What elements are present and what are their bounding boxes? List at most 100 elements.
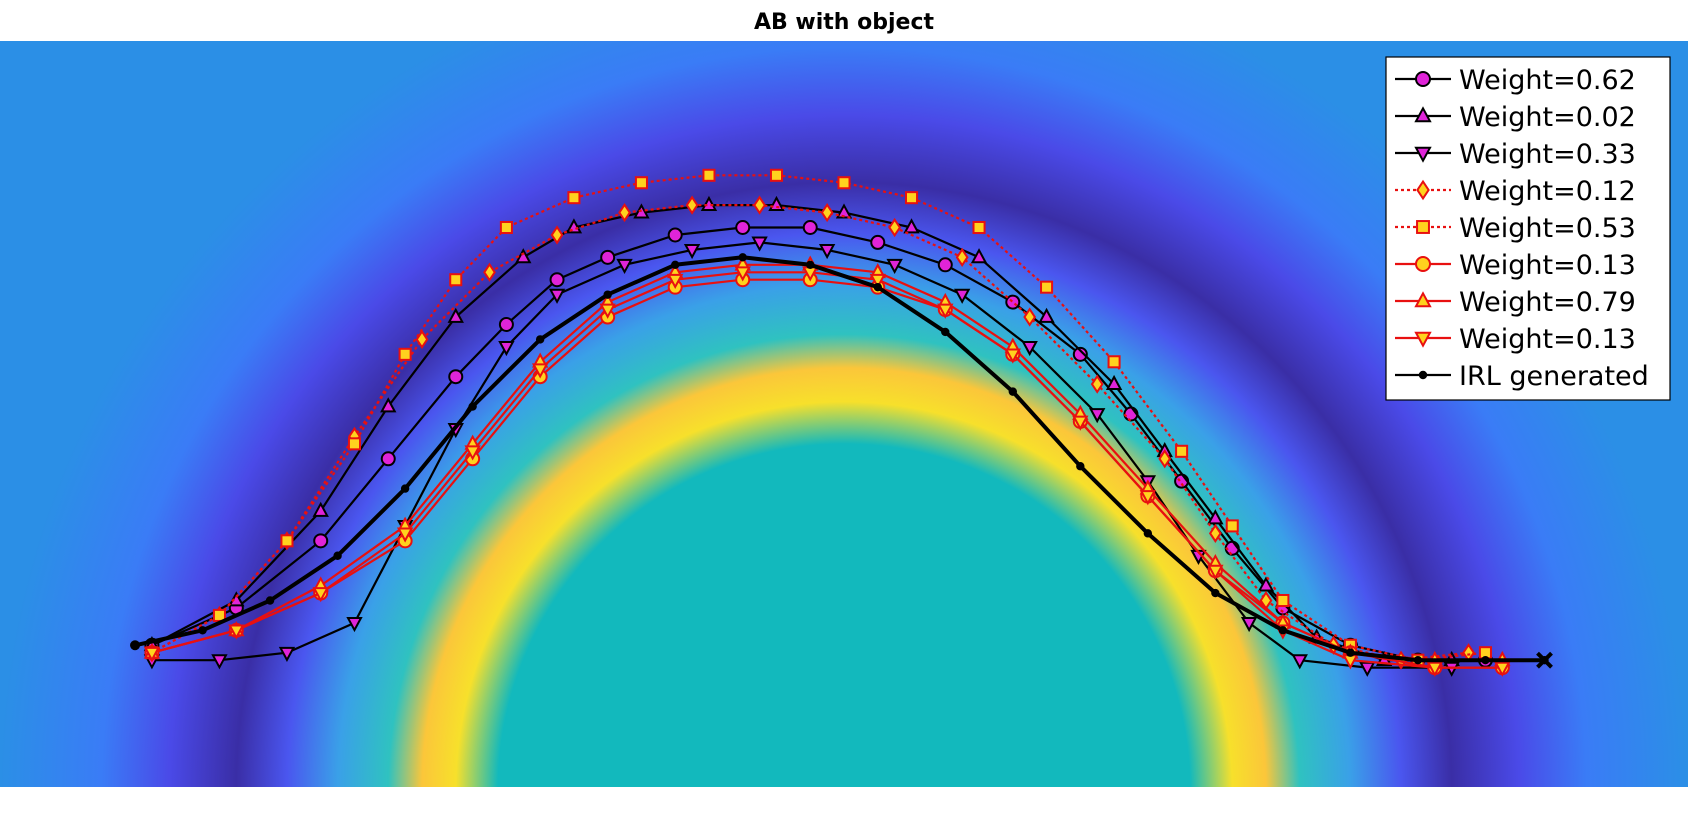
- data-point: [1021, 340, 1038, 357]
- series-line: [151, 204, 1469, 662]
- data-point: [683, 244, 701, 260]
- data-point: [498, 316, 514, 332]
- legend-marker: [1416, 220, 1430, 234]
- data-point: [1211, 588, 1220, 598]
- legend-item: Weight=0.13: [1395, 324, 1636, 355]
- data-point: [1291, 654, 1308, 670]
- data-point: [599, 303, 616, 319]
- data-point: [449, 273, 463, 287]
- legend-marker: [1415, 71, 1431, 87]
- data-point: [1443, 661, 1460, 677]
- data-point: [447, 307, 464, 323]
- start-point: [130, 640, 141, 651]
- data-point: [1139, 490, 1157, 506]
- data-point: [955, 247, 969, 267]
- data-point: [1481, 655, 1490, 665]
- legend-marker: [1416, 179, 1430, 201]
- data-point: [380, 451, 396, 467]
- legend-item: Weight=0.02: [1395, 102, 1636, 133]
- data-point: [634, 176, 648, 190]
- data-point: [751, 236, 768, 252]
- data-point: [1158, 449, 1172, 469]
- legend-item: Weight=0.62: [1395, 65, 1636, 96]
- data-point: [685, 195, 699, 215]
- data-point: [1175, 444, 1189, 458]
- data-point: [211, 654, 228, 670]
- series-line: [151, 263, 1503, 662]
- legend-marker: [1414, 331, 1432, 348]
- data-point: [498, 340, 515, 357]
- data-point: [972, 220, 986, 235]
- series-9: [130, 253, 1549, 665]
- data-point: [873, 282, 882, 292]
- data-point: [1278, 626, 1288, 635]
- data-point: [1207, 509, 1224, 525]
- data-point: [396, 527, 414, 543]
- legend-label: Weight=0.12: [1459, 176, 1636, 207]
- data-point: [1208, 523, 1222, 543]
- series-line: [151, 241, 1452, 669]
- data-point: [941, 327, 950, 337]
- data-point: [1426, 661, 1443, 677]
- data-point: [464, 445, 481, 461]
- data-point: [1072, 415, 1089, 431]
- data-point: [1038, 307, 1055, 323]
- data-point: [1076, 462, 1085, 471]
- data-point: [228, 624, 245, 640]
- data-point: [400, 484, 410, 493]
- data-point: [667, 227, 683, 243]
- data-point: [280, 534, 294, 548]
- legend-marker: [1414, 146, 1432, 163]
- data-point: [1346, 648, 1355, 657]
- legend-marker: [1418, 370, 1428, 380]
- legend-label: Weight=0.33: [1459, 139, 1636, 170]
- series-3: [143, 236, 1460, 677]
- legend-box: [1385, 56, 1671, 401]
- data-point: [448, 369, 464, 385]
- data-point: [886, 258, 903, 275]
- legend-item: Weight=0.33: [1395, 139, 1636, 170]
- legend-label: Weight=0.62: [1459, 65, 1636, 96]
- data-point: [937, 303, 954, 319]
- data-point: [802, 220, 818, 235]
- data-point: [937, 257, 953, 273]
- data-point: [567, 191, 581, 205]
- data-point: [818, 244, 836, 260]
- legend-label: IRL generated: [1459, 361, 1649, 392]
- data-point: [468, 402, 477, 411]
- data-point: [531, 363, 549, 379]
- data-point: [869, 273, 886, 289]
- data-point: [667, 273, 684, 289]
- data-point: [806, 260, 815, 269]
- data-point: [738, 253, 747, 262]
- data-point: [380, 397, 397, 413]
- data-point: [1240, 617, 1258, 633]
- data-point: [143, 646, 161, 662]
- series-line: [134, 255, 1545, 663]
- chart-title: AB with object: [753, 10, 935, 35]
- data-point: [671, 260, 680, 269]
- data-point: [1207, 564, 1224, 580]
- data-point: [734, 266, 751, 282]
- data-point: [346, 617, 363, 633]
- data-point: [312, 587, 329, 603]
- legend-item: IRL generated: [1395, 361, 1649, 392]
- data-point: [837, 176, 851, 190]
- data-point: [904, 191, 919, 205]
- data-point: [603, 290, 612, 299]
- data-point: [1105, 374, 1123, 391]
- data-point: [1276, 593, 1290, 608]
- data-point: [1040, 280, 1054, 294]
- data-point: [618, 202, 631, 223]
- legend-item: Weight=0.53: [1395, 213, 1636, 244]
- data-point: [820, 202, 834, 223]
- data-point: [1008, 387, 1017, 396]
- data-point: [1005, 294, 1021, 310]
- data-point: [753, 195, 767, 215]
- data-point: [198, 626, 207, 635]
- data-point: [333, 551, 342, 560]
- goal-marker: [1536, 651, 1553, 669]
- legend-label: Weight=0.53: [1459, 213, 1636, 244]
- data-point: [870, 234, 886, 250]
